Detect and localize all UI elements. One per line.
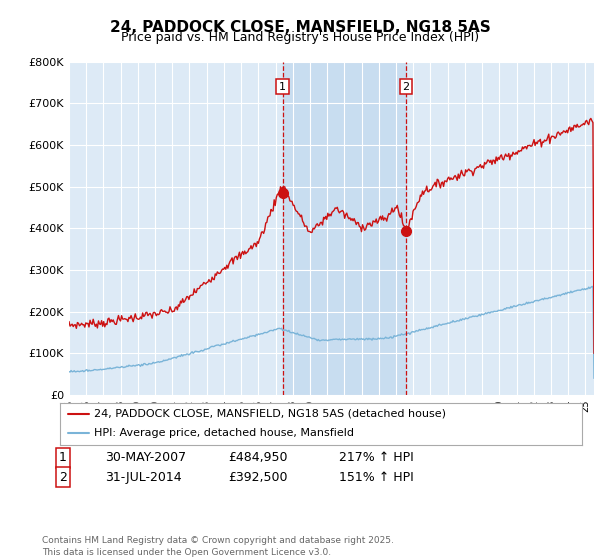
Text: 30-MAY-2007: 30-MAY-2007 [105,451,186,464]
Text: 2: 2 [59,470,67,484]
Text: 24, PADDOCK CLOSE, MANSFIELD, NG18 5AS (detached house): 24, PADDOCK CLOSE, MANSFIELD, NG18 5AS (… [94,409,446,419]
Text: 1: 1 [279,82,286,92]
Text: £392,500: £392,500 [228,470,287,484]
Text: 217% ↑ HPI: 217% ↑ HPI [339,451,414,464]
Text: 31-JUL-2014: 31-JUL-2014 [105,470,182,484]
Text: 2: 2 [403,82,410,92]
Text: £484,950: £484,950 [228,451,287,464]
Text: Contains HM Land Registry data © Crown copyright and database right 2025.
This d: Contains HM Land Registry data © Crown c… [42,536,394,557]
Text: HPI: Average price, detached house, Mansfield: HPI: Average price, detached house, Mans… [94,428,354,438]
Text: 1: 1 [59,451,67,464]
Bar [283,62,406,395]
Text: 24, PADDOCK CLOSE, MANSFIELD, NG18 5AS: 24, PADDOCK CLOSE, MANSFIELD, NG18 5AS [110,20,490,35]
Text: Price paid vs. HM Land Registry's House Price Index (HPI): Price paid vs. HM Land Registry's House … [121,31,479,44]
Text: 151% ↑ HPI: 151% ↑ HPI [339,470,414,484]
